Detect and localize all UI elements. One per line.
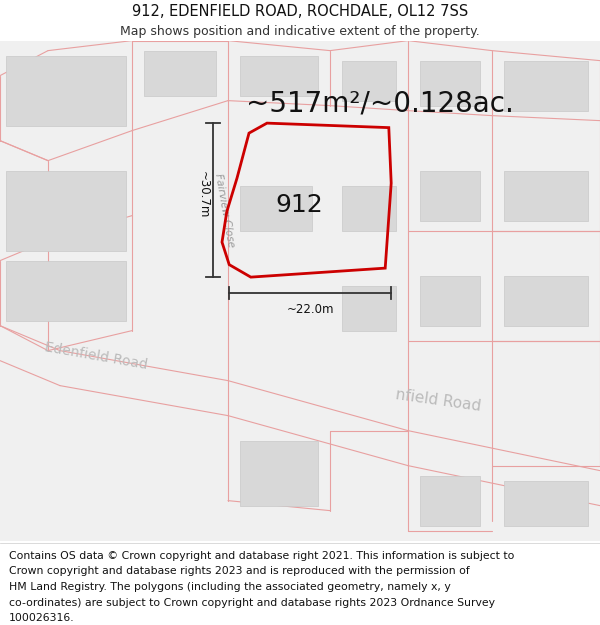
Bar bbox=[420, 61, 480, 106]
Bar bbox=[504, 276, 588, 326]
Bar bbox=[342, 61, 396, 101]
Text: ~22.0m: ~22.0m bbox=[286, 303, 334, 316]
Text: 912, EDENFIELD ROAD, ROCHDALE, OL12 7SS: 912, EDENFIELD ROAD, ROCHDALE, OL12 7SS bbox=[132, 4, 468, 19]
Text: Edenfield Road: Edenfield Road bbox=[43, 339, 149, 372]
Bar bbox=[420, 171, 480, 221]
Text: HM Land Registry. The polygons (including the associated geometry, namely x, y: HM Land Registry. The polygons (includin… bbox=[9, 582, 451, 592]
Text: co-ordinates) are subject to Crown copyright and database rights 2023 Ordnance S: co-ordinates) are subject to Crown copyr… bbox=[9, 598, 495, 608]
Text: 912: 912 bbox=[275, 192, 323, 217]
Bar bbox=[342, 186, 396, 231]
Bar bbox=[342, 286, 396, 331]
Bar bbox=[504, 481, 588, 526]
Text: Map shows position and indicative extent of the property.: Map shows position and indicative extent… bbox=[120, 25, 480, 38]
Text: Contains OS data © Crown copyright and database right 2021. This information is : Contains OS data © Crown copyright and d… bbox=[9, 551, 514, 561]
Bar bbox=[504, 61, 588, 111]
Bar bbox=[240, 186, 312, 231]
Bar bbox=[144, 51, 216, 96]
Text: Fairview Close: Fairview Close bbox=[213, 173, 236, 248]
Bar bbox=[504, 171, 588, 221]
Bar bbox=[420, 476, 480, 526]
Text: ~517m²/~0.128ac.: ~517m²/~0.128ac. bbox=[246, 89, 514, 117]
Text: nfield Road: nfield Road bbox=[394, 388, 482, 414]
Text: 100026316.: 100026316. bbox=[9, 613, 74, 623]
Text: ~30.7m: ~30.7m bbox=[197, 171, 210, 219]
Bar bbox=[6, 171, 126, 251]
Bar bbox=[6, 261, 126, 321]
Bar bbox=[240, 441, 318, 506]
Bar bbox=[6, 56, 126, 126]
Text: Crown copyright and database rights 2023 and is reproduced with the permission o: Crown copyright and database rights 2023… bbox=[9, 566, 470, 576]
Bar bbox=[420, 276, 480, 326]
Bar bbox=[240, 56, 318, 96]
